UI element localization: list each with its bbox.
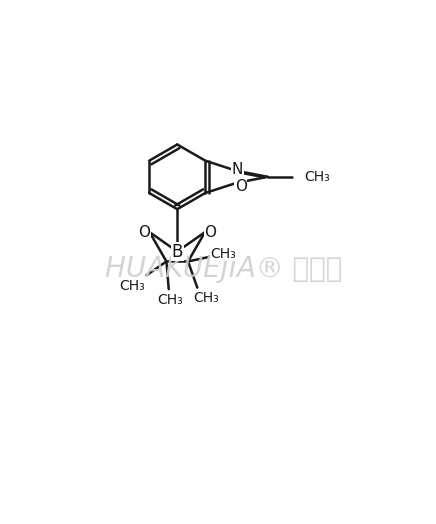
Text: O: O: [138, 225, 150, 241]
Text: O: O: [204, 225, 216, 241]
Text: CH₃: CH₃: [305, 170, 330, 184]
Text: CH₃: CH₃: [120, 279, 146, 293]
Text: O: O: [235, 179, 247, 194]
Text: N: N: [232, 162, 243, 178]
Text: HUAKUEJIA® 化学加: HUAKUEJIA® 化学加: [105, 255, 342, 283]
Text: CH₃: CH₃: [157, 293, 183, 307]
Text: CH₃: CH₃: [193, 291, 218, 305]
Text: B: B: [171, 243, 183, 260]
Text: CH₃: CH₃: [211, 247, 236, 261]
